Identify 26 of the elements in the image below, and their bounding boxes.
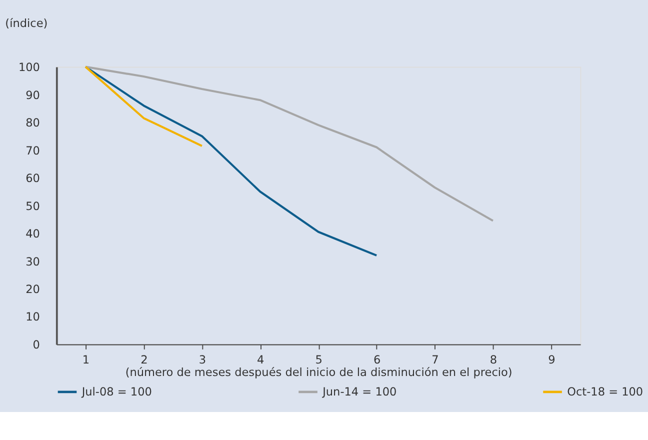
- x-tick-label: 1: [82, 354, 90, 367]
- y-tick-label: 60: [26, 172, 40, 186]
- x-tick-label: 2: [140, 354, 148, 367]
- y-tick-label: 10: [26, 310, 40, 324]
- y-tick-label: 20: [26, 282, 40, 296]
- legend-label: Oct-18 = 100: [567, 386, 644, 399]
- legend-label: Jun-14 = 100: [322, 386, 397, 399]
- x-tick-label: 6: [373, 354, 381, 367]
- y-tick-label: 50: [26, 200, 40, 213]
- x-tick-label: 8: [490, 354, 498, 367]
- x-tick-label: 5: [315, 354, 322, 367]
- x-tick-label: 9: [548, 354, 556, 367]
- x-axis-title: (número de meses después del inicio de la disminución en el precio): [125, 366, 512, 379]
- x-tick-label: 4: [257, 354, 264, 367]
- y-axis-title: (índice): [5, 16, 48, 30]
- x-tick-label: 3: [198, 354, 206, 367]
- y-tick-label: 90: [26, 88, 40, 102]
- y-tick-label: 70: [26, 144, 40, 158]
- line-series: [84, 66, 494, 222]
- legend-label: Jul-08 = 100: [80, 386, 152, 399]
- y-tick-label: 0: [32, 338, 40, 352]
- y-tick-label: 80: [26, 116, 40, 130]
- x-tick-label: 7: [432, 354, 439, 367]
- y-tick-label: 40: [26, 228, 40, 241]
- y-tick-label: 100: [18, 61, 40, 74]
- y-tick-label: 30: [26, 255, 40, 268]
